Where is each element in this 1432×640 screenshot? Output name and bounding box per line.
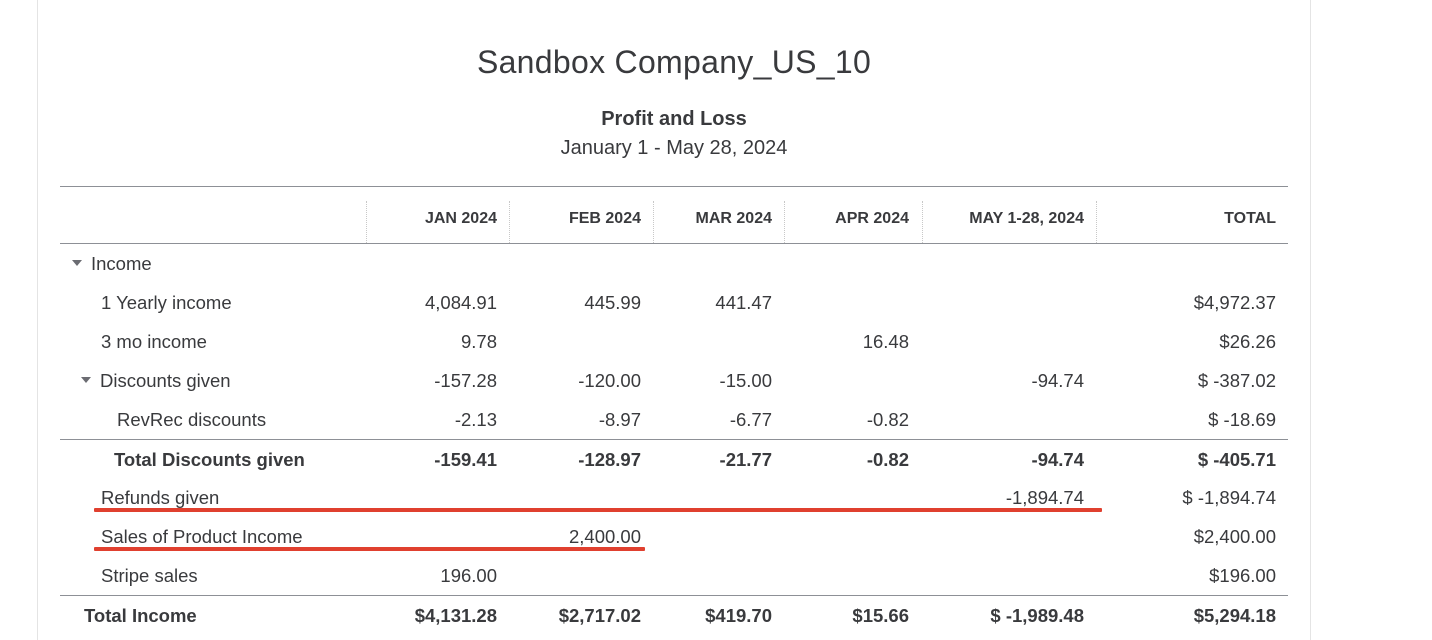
table-row: Sales of Product Income 2,400.00 $2,400.…: [60, 517, 1288, 556]
cell-apr[interactable]: [784, 361, 909, 400]
row-label: Discounts given: [100, 370, 231, 391]
cell-feb[interactable]: -128.97: [578, 449, 641, 470]
column-header-feb[interactable]: FEB 2024: [568, 210, 641, 227]
column-header-total[interactable]: TOTAL: [1224, 210, 1276, 227]
cell-may[interactable]: [922, 556, 1084, 595]
column-divider: [784, 201, 785, 243]
cell-apr[interactable]: [784, 517, 909, 556]
cell-apr[interactable]: 16.48: [862, 331, 909, 352]
cell-total[interactable]: $5,294.18: [1193, 605, 1276, 626]
cell-apr[interactable]: [784, 556, 909, 595]
column-divider: [509, 201, 510, 243]
cell-total[interactable]: $ -405.71: [1197, 449, 1276, 470]
row-label: Income: [91, 253, 152, 274]
cell-total[interactable]: $2,400.00: [1193, 526, 1276, 547]
cell-mar[interactable]: -6.77: [729, 409, 772, 430]
table-row-subtotal: Total Discounts given -159.41 -128.97 -2…: [60, 439, 1288, 479]
cell-feb[interactable]: [509, 556, 641, 595]
cell-jan[interactable]: 9.78: [460, 331, 497, 352]
table-row-income: Income: [60, 244, 1288, 283]
cell-feb[interactable]: $2,717.02: [558, 605, 641, 626]
cell-total[interactable]: $ -1,894.74: [1182, 487, 1276, 508]
report-sheet: Sandbox Company_US_10 Profit and Loss Ja…: [37, 0, 1311, 640]
cell-apr[interactable]: $15.66: [852, 605, 909, 626]
row-label[interactable]: Stripe sales: [101, 565, 198, 586]
row-label[interactable]: Refunds given: [101, 487, 220, 508]
cell-jan[interactable]: 196.00: [440, 565, 497, 586]
cell-mar[interactable]: [653, 322, 772, 361]
row-label: Total Income: [84, 605, 197, 626]
company-name: Sandbox Company_US_10: [476, 44, 872, 80]
cell-total[interactable]: $196.00: [1209, 565, 1276, 586]
column-header-jan[interactable]: JAN 2024: [424, 210, 497, 227]
pnl-table: JAN 2024 FEB 2024 MAR 2024 APR 2024 MAY …: [60, 186, 1288, 626]
table-row: Refunds given -1,894.74 $ -1,894.74: [60, 478, 1288, 517]
cell-apr[interactable]: -0.82: [866, 449, 909, 470]
cell-may[interactable]: -1,894.74: [1005, 487, 1084, 508]
table-row: Stripe sales 196.00 $196.00: [60, 556, 1288, 595]
cell-mar[interactable]: -15.00: [719, 370, 772, 391]
cell-total[interactable]: $ -387.02: [1197, 370, 1276, 391]
report-title: Profit and Loss: [601, 108, 747, 130]
cell-apr[interactable]: [784, 283, 909, 322]
table-row-discounts: Discounts given -157.28 -120.00 -15.00 -…: [60, 361, 1288, 400]
cell-feb[interactable]: 445.99: [584, 292, 641, 313]
cell-total[interactable]: $ -18.69: [1208, 409, 1276, 430]
cell-may[interactable]: [922, 283, 1084, 322]
cell-feb[interactable]: -120.00: [578, 370, 641, 391]
column-divider: [366, 201, 367, 243]
row-label: Total Discounts given: [114, 449, 305, 470]
table-header-row: JAN 2024 FEB 2024 MAR 2024 APR 2024 MAY …: [60, 187, 1288, 244]
cell-feb[interactable]: [509, 322, 641, 361]
highlight-underline-refunds: [94, 508, 1102, 512]
cell-total[interactable]: $4,972.37: [1193, 292, 1276, 313]
table-row: 3 mo income 9.78 16.48 $26.26: [60, 322, 1288, 361]
cell-apr[interactable]: -0.82: [866, 409, 909, 430]
collapse-caret-icon[interactable]: [72, 260, 82, 267]
cell-jan[interactable]: -157.28: [434, 370, 497, 391]
cell-jan[interactable]: $4,131.28: [414, 605, 497, 626]
table-row: 1 Yearly income 4,084.91 445.99 441.47 $…: [60, 283, 1288, 322]
highlight-underline-sales: [94, 547, 645, 551]
cell-mar[interactable]: 441.47: [715, 292, 772, 313]
column-header-may[interactable]: MAY 1-28, 2024: [969, 210, 1084, 227]
cell-total[interactable]: $26.26: [1219, 331, 1276, 352]
cell-mar[interactable]: [653, 556, 772, 595]
cell-feb[interactable]: -8.97: [598, 409, 641, 430]
cell-jan[interactable]: -159.41: [434, 449, 497, 470]
collapse-caret-icon[interactable]: [81, 377, 91, 384]
column-header-apr[interactable]: APR 2024: [835, 210, 909, 227]
row-label[interactable]: RevRec discounts: [117, 409, 267, 430]
cell-may[interactable]: -94.74: [1031, 449, 1084, 470]
cell-mar[interactable]: $419.70: [705, 605, 772, 626]
cell-mar[interactable]: [653, 517, 772, 556]
cell-jan[interactable]: 4,084.91: [424, 292, 497, 313]
column-divider: [1096, 201, 1097, 243]
row-label[interactable]: 1 Yearly income: [101, 292, 232, 313]
cell-may[interactable]: [922, 322, 1084, 361]
report-date-range: January 1 - May 28, 2024: [560, 137, 788, 159]
row-label[interactable]: 3 mo income: [101, 331, 207, 352]
cell-may[interactable]: -94.74: [1031, 370, 1084, 391]
cell-may[interactable]: [922, 517, 1084, 556]
cell-feb[interactable]: 2,400.00: [568, 526, 641, 547]
column-divider: [922, 201, 923, 243]
row-label[interactable]: Sales of Product Income: [101, 526, 303, 547]
cell-mar[interactable]: -21.77: [719, 449, 772, 470]
cell-may[interactable]: $ -1,989.48: [990, 605, 1084, 626]
discounts-section-toggle[interactable]: Discounts given: [81, 361, 231, 400]
table-row-total-income: Total Income $4,131.28 $2,717.02 $419.70…: [60, 595, 1288, 635]
table-row: RevRec discounts -2.13 -8.97 -6.77 -0.82…: [60, 400, 1288, 439]
cell-jan[interactable]: -2.13: [454, 409, 497, 430]
column-divider: [653, 201, 654, 243]
income-section-toggle[interactable]: Income: [72, 244, 152, 283]
column-header-mar[interactable]: MAR 2024: [695, 210, 772, 227]
cell-may[interactable]: [922, 400, 1084, 439]
